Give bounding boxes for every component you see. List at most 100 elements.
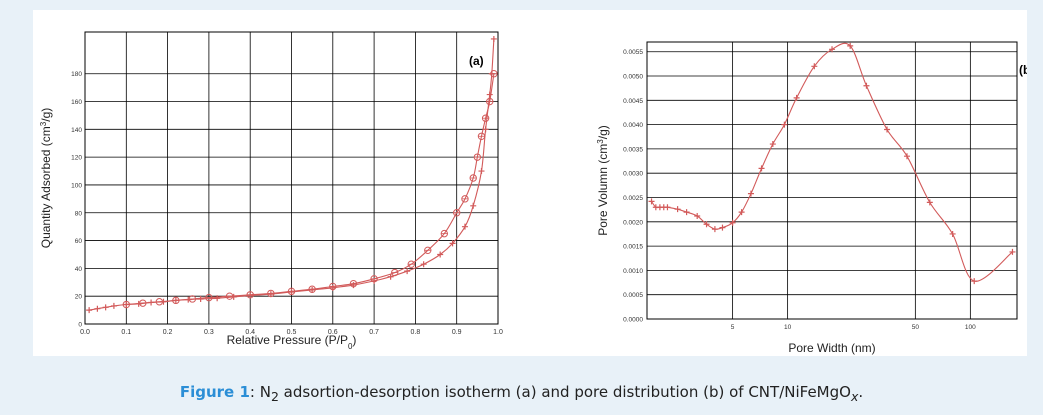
plus-marker xyxy=(664,204,671,211)
circle-marker xyxy=(486,97,494,106)
y-tick-label: 0.0055 xyxy=(623,49,643,56)
figure-caption: Figure 1: N2 adsortion-desorption isothe… xyxy=(0,383,1043,404)
y-tick-label: 0.0020 xyxy=(623,219,643,226)
x-tick-label: 0.2 xyxy=(163,329,173,336)
plus-marker xyxy=(971,278,978,285)
plus-marker xyxy=(711,226,718,233)
circle-marker xyxy=(370,275,378,283)
y-tick-label: 0.0025 xyxy=(623,195,643,202)
x-tick-label: 50 xyxy=(912,324,920,331)
x-axis-label: Relative Pressure (P/P0) xyxy=(227,333,357,351)
plot-frame xyxy=(646,41,1018,320)
y-tick-label: 0 xyxy=(78,322,82,329)
caption-text-3: . xyxy=(858,383,864,401)
x-tick-label: 10 xyxy=(784,324,792,331)
circle-marker xyxy=(172,296,180,305)
circle-marker xyxy=(424,246,432,255)
x-tick-label: 0.6 xyxy=(328,329,338,336)
series-line xyxy=(651,42,1013,282)
caption-sub-1: 2 xyxy=(270,389,279,404)
plus-marker xyxy=(437,251,444,258)
chart-b: 5 10 50 100 0.0000 0.0005 0.0010 0.0015 0.0020 0.… xyxy=(596,41,1027,355)
circle-marker xyxy=(477,132,486,140)
plus-marker xyxy=(674,206,681,213)
x-tick-label: 1.0 xyxy=(493,329,503,336)
plus-marker xyxy=(781,121,788,128)
y-axis-label: Quantity Adsorbed (cm3/g) xyxy=(39,108,54,249)
plus-marker xyxy=(863,82,870,89)
circle-marker xyxy=(481,114,490,122)
y-axis-label: Pore Volumn (cm3/g) xyxy=(596,125,611,236)
panel-label-b: (b) xyxy=(1019,63,1027,77)
plus-marker xyxy=(758,165,765,172)
plus-marker xyxy=(94,305,101,312)
y-tick-label: 0.0015 xyxy=(623,244,643,251)
panel-label-a: (a) xyxy=(469,54,484,68)
circle-marker xyxy=(349,279,358,288)
plus-marker xyxy=(461,223,468,230)
caption-text-1: : N xyxy=(249,383,271,401)
x-tick-label: 0.1 xyxy=(121,329,131,336)
caption-text-2: adsortion-desorption isotherm (a) and po… xyxy=(278,383,851,401)
circle-marker xyxy=(490,70,498,78)
circle-marker xyxy=(225,292,234,300)
plus-marker xyxy=(738,209,745,216)
plus-marker xyxy=(829,46,836,53)
x-tick-label: 0.5 xyxy=(287,329,297,336)
figure-panel: 0.0 0.1 0.2 0.3 0.4 0.5 0.6 0.7 0.8 0.9 1.0 0 20 40 60… xyxy=(33,10,1027,356)
circle-marker xyxy=(329,282,337,291)
plus-marker xyxy=(747,190,754,197)
plus-marker xyxy=(729,219,736,226)
plus-marker xyxy=(404,268,411,275)
x-tick-label: 0.0 xyxy=(80,329,90,336)
plus-marker xyxy=(949,230,956,237)
plus-marker xyxy=(486,91,493,98)
y-tick-label: 140 xyxy=(71,127,82,134)
plus-marker xyxy=(703,221,710,228)
plus-marker xyxy=(470,202,477,209)
plus-marker xyxy=(769,141,776,148)
y-tick-label: 0.0045 xyxy=(623,98,643,105)
plus-marker xyxy=(884,126,891,133)
y-tick-label: 0.0000 xyxy=(623,317,643,324)
y-tick-label: 120 xyxy=(71,155,82,162)
circle-marker xyxy=(246,291,254,299)
plus-marker xyxy=(903,153,910,160)
y-tick-label: 0.0005 xyxy=(623,292,643,299)
plus-marker xyxy=(387,273,394,280)
plus-marker xyxy=(102,304,109,311)
plus-marker xyxy=(694,212,701,219)
plus-marker xyxy=(648,198,655,205)
plus-marker xyxy=(793,94,800,101)
x-tick-label: 0.4 xyxy=(245,329,255,336)
x-tick-label: 0.8 xyxy=(411,329,421,336)
circle-marker xyxy=(139,299,147,307)
y-tick-label: 0.0035 xyxy=(623,146,643,153)
plus-marker xyxy=(847,42,854,49)
circle-marker xyxy=(461,195,469,203)
plus-marker xyxy=(1009,248,1016,255)
circle-marker xyxy=(440,229,449,238)
circle-marker xyxy=(122,300,131,309)
y-tick-label: 80 xyxy=(75,210,83,217)
caption-sub-2: x xyxy=(850,389,859,404)
y-tick-label: 60 xyxy=(75,238,83,245)
plus-marker xyxy=(926,199,933,206)
y-tick-label: 0.0050 xyxy=(623,74,643,81)
circle-marker xyxy=(308,285,316,293)
plus-marker xyxy=(214,295,221,302)
circle-marker xyxy=(267,289,275,298)
plus-marker xyxy=(478,168,485,175)
circle-marker xyxy=(205,293,213,302)
x-axis-label: Pore Width (nm) xyxy=(788,341,875,355)
circle-marker xyxy=(453,209,461,217)
chart-a: 0.0 0.1 0.2 0.3 0.4 0.5 0.6 0.7 0.8 0.9 1.0 0 20 40 60… xyxy=(39,31,503,351)
y-tick-label: 0.0040 xyxy=(623,122,643,129)
circle-marker xyxy=(155,298,164,306)
circle-marker xyxy=(473,153,482,161)
plus-marker xyxy=(247,292,254,299)
y-tick-label: 20 xyxy=(75,294,83,301)
plus-marker xyxy=(490,35,497,42)
y-tick-label: 0.0010 xyxy=(623,268,643,275)
x-tick-label: 100 xyxy=(965,324,976,331)
